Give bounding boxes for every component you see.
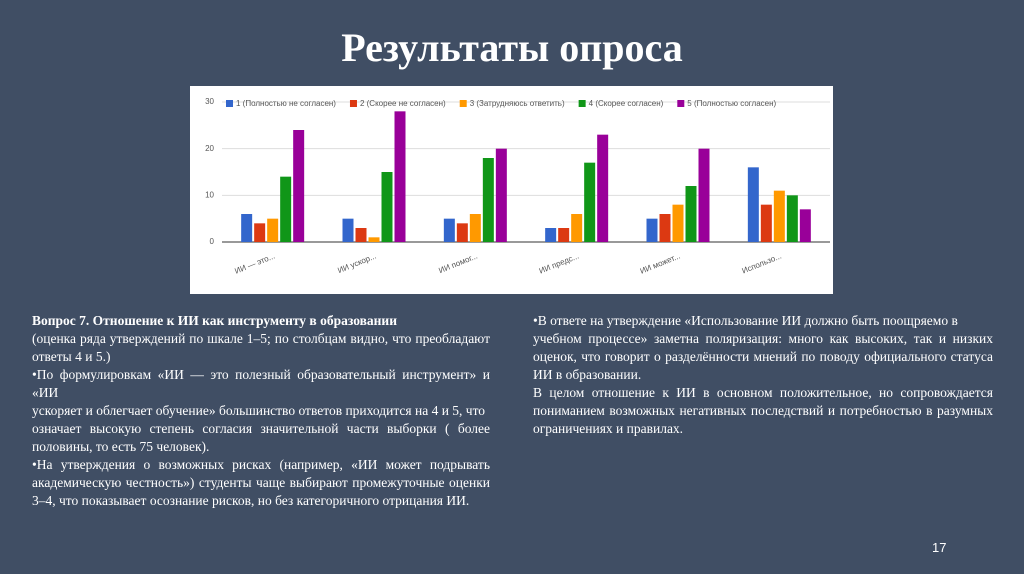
bar (672, 204, 684, 242)
legend-label: 4 (Скорее согласен) (589, 99, 664, 108)
x-tick-label: ИИ может... (639, 251, 682, 275)
bar (646, 218, 658, 242)
paragraph: означает высокую степень согласия значит… (32, 421, 490, 454)
y-tick-label: 10 (205, 190, 214, 199)
bar (685, 186, 697, 242)
bar (558, 228, 570, 242)
bar (495, 148, 507, 242)
legend-label: 5 (Полностью согласен) (687, 99, 776, 108)
bar (355, 228, 367, 242)
bar (394, 111, 406, 242)
legend-label: 2 (Скорее не согласен) (360, 99, 446, 108)
x-tick-label: ИИ ускор... (336, 251, 377, 275)
paragraph: В целом отношение к ИИ в основном положи… (533, 385, 993, 436)
page-number: 17 (932, 540, 947, 555)
bar (443, 218, 455, 242)
bar (368, 237, 380, 242)
bar (381, 172, 393, 242)
bar (799, 209, 811, 242)
legend-swatch (226, 100, 233, 107)
bar (254, 223, 266, 242)
x-tick-label: ИИ — это... (233, 251, 276, 275)
bar (342, 218, 354, 242)
bar (659, 214, 671, 242)
y-tick-label: 20 (205, 144, 214, 153)
legend-swatch (578, 100, 586, 107)
left-column: Вопрос 7. Отношение к ИИ как инструменту… (32, 312, 490, 510)
bar (786, 195, 798, 242)
bar (280, 176, 292, 242)
right-column: •В ответе на утверждение «Использование … (533, 312, 993, 438)
bar (597, 134, 609, 242)
bar (584, 162, 596, 242)
paragraph: •На утверждения о возможных рисках (напр… (32, 457, 490, 508)
bar (267, 218, 279, 242)
paragraph: (оценка ряда утверждений по шкале 1–5; п… (32, 331, 490, 364)
bar (482, 158, 494, 242)
heading: Вопрос 7. Отношение к ИИ как инструменту… (32, 313, 397, 328)
y-tick-label: 30 (205, 97, 214, 106)
legend-swatch (459, 100, 467, 107)
y-tick-label: 0 (210, 237, 215, 246)
legend-swatch (349, 100, 357, 107)
paragraph: •В ответе на утверждение «Использование … (533, 313, 958, 328)
legend-label: 1 (Полностью не согласен) (236, 99, 336, 108)
paragraph: учебном процессе» заметна поляризация: м… (533, 331, 993, 382)
bar (545, 228, 557, 242)
bar (571, 214, 583, 242)
x-tick-label: ИИ предс... (538, 251, 580, 275)
slide-title: Результаты опроса (341, 25, 683, 70)
bar (456, 223, 468, 242)
bar (698, 148, 710, 242)
bar (747, 167, 759, 242)
bar (241, 214, 253, 242)
bar (760, 204, 772, 242)
paragraph: ускоряет и облегчает обучение» большинст… (32, 403, 486, 418)
bar (773, 190, 785, 242)
x-tick-label: ИИ помог... (437, 251, 478, 275)
legend-swatch (677, 100, 685, 107)
legend-label: 3 (Затрудняюсь ответить) (470, 99, 565, 108)
paragraph: •По формулировкам «ИИ — это полезный обр… (32, 367, 490, 400)
bar (293, 130, 305, 242)
chart: 0 10 20 30 1 (Полностью не согласен) 2 (Скоре… (190, 86, 833, 294)
x-tick-label: Использо... (741, 251, 783, 275)
bar (469, 214, 481, 242)
